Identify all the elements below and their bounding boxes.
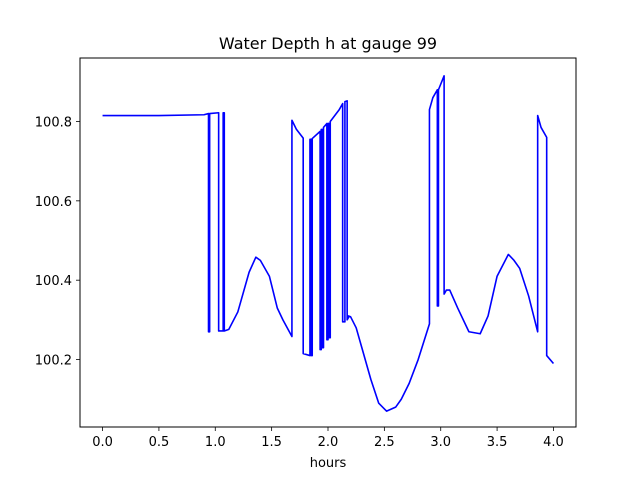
y-tick-label: 100.6	[35, 195, 72, 210]
chart-title: Water Depth h at gauge 99	[219, 34, 437, 53]
series-line-0	[102, 75, 555, 412]
y-tick-label: 100.4	[35, 274, 72, 289]
x-tick-label: 0.5	[149, 435, 170, 450]
x-axis-ticks: 0.0 0.5 1.0 1.5 2.0 2.5 3.0 3.5 4.0	[92, 427, 564, 450]
x-tick-label: 1.0	[205, 435, 226, 450]
x-tick-label: 0.0	[92, 435, 113, 450]
x-tick-label: 1.5	[261, 435, 282, 450]
x-tick-label: 3.0	[430, 435, 451, 450]
x-tick-label: 2.5	[374, 435, 395, 450]
x-axis-label: hours	[310, 456, 347, 471]
x-tick-label: 4.0	[543, 435, 564, 450]
x-tick-label: 2.0	[318, 435, 339, 450]
x-tick-label: 3.5	[487, 435, 508, 450]
axes-frame	[79, 57, 577, 428]
y-tick-label: 100.2	[35, 354, 72, 369]
y-tick-label: 100.8	[35, 115, 72, 130]
plot-layer	[102, 75, 555, 412]
y-axis-ticks: 100.2 100.4 100.6 100.8	[35, 115, 80, 369]
